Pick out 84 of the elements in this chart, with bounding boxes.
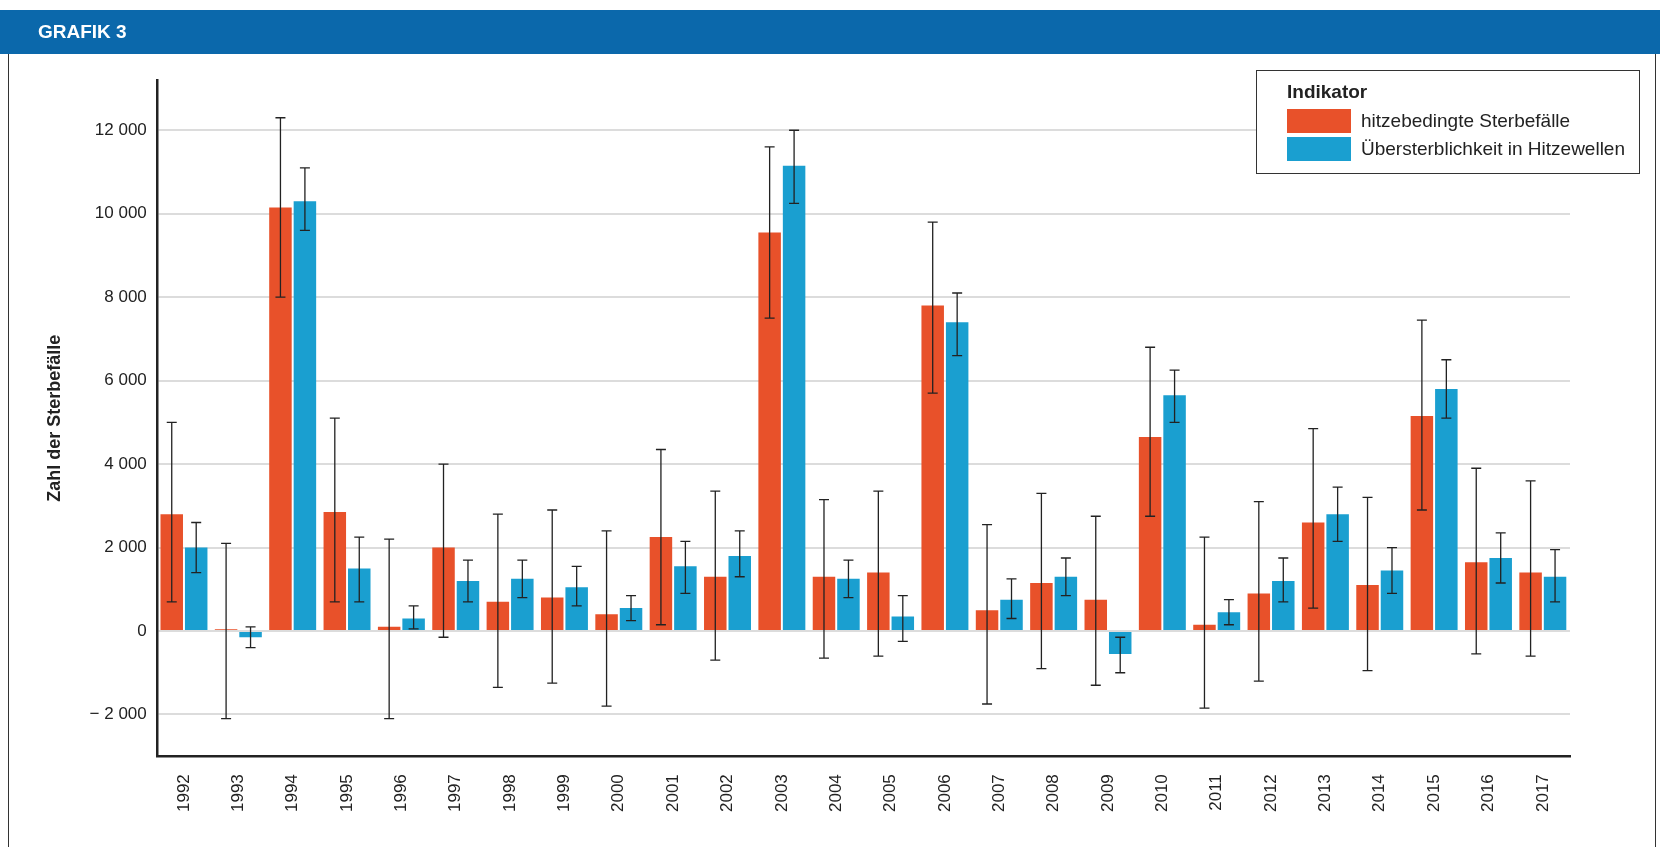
bar: [239, 632, 262, 638]
x-tick-label: 2011: [1206, 774, 1226, 811]
bar: [456, 580, 480, 630]
bar: [595, 614, 618, 630]
x-tick-label: 1997: [445, 774, 465, 813]
x-tick-label: 1995: [336, 774, 356, 813]
bar: [511, 578, 534, 630]
legend-label: hitzebedingte Sterbefälle: [1361, 110, 1571, 133]
bar: [1054, 576, 1078, 630]
bar: [1247, 593, 1271, 630]
x-tick-label: 2003: [771, 774, 791, 813]
bar: [565, 587, 588, 630]
x-tick-label: 2002: [717, 774, 737, 813]
bar: [323, 512, 347, 630]
bar: [1519, 572, 1542, 630]
bar: [269, 207, 292, 630]
y-tick-label: 2 000: [104, 537, 147, 557]
bar: [674, 566, 697, 630]
bar: [1380, 570, 1404, 630]
bar: [619, 608, 643, 630]
bar: [1000, 599, 1023, 630]
bar: [1163, 395, 1186, 630]
x-tick-label: 2000: [608, 774, 628, 813]
bar: [1084, 599, 1108, 630]
x-tick-label: 1992: [173, 774, 193, 813]
y-tick-label: 8 000: [104, 286, 147, 306]
bar: [348, 568, 371, 630]
bar: [1217, 612, 1241, 630]
bar: [1356, 585, 1379, 630]
bar: [758, 232, 781, 630]
bar: [1138, 436, 1162, 630]
bar: [293, 201, 317, 630]
bar: [867, 572, 890, 630]
x-tick-label: 1996: [391, 774, 411, 813]
legend-label: Übersterblichkeit in Hitzewellen: [1361, 138, 1625, 161]
x-tick-label: 2015: [1423, 774, 1443, 813]
bar: [1435, 388, 1458, 630]
bar: [1272, 580, 1295, 630]
x-tick-label: 2009: [1097, 774, 1117, 813]
x-tick-label: 1993: [228, 774, 248, 813]
x-tick-label: 2016: [1478, 774, 1498, 813]
bar: [1193, 624, 1216, 630]
y-tick-label: 12 000: [94, 119, 147, 139]
x-tick-label: 1999: [554, 774, 574, 813]
bar: [1326, 514, 1349, 630]
x-tick-label: 2008: [1043, 774, 1063, 813]
bar: [1543, 576, 1567, 630]
bar: [1464, 562, 1488, 630]
bar: [540, 597, 564, 630]
y-tick-label: − 2 000: [89, 704, 147, 724]
y-tick-label: 10 000: [94, 203, 147, 223]
bar: [1410, 416, 1434, 630]
x-tick-label: 2006: [934, 774, 954, 813]
x-tick-label: 2014: [1369, 774, 1389, 813]
bar: [184, 547, 208, 630]
y-tick-label: 6 000: [104, 370, 147, 390]
chart-title: GRAFIK 3: [0, 10, 1660, 54]
bar: [728, 555, 751, 630]
bar: [704, 576, 727, 630]
x-tick-label: 2007: [988, 774, 1008, 813]
bar: [891, 616, 915, 630]
bar: [945, 322, 969, 630]
bar: [1108, 632, 1132, 654]
x-tick-label: 2013: [1315, 774, 1335, 813]
bar: [1030, 583, 1053, 630]
x-tick-label: 2017: [1532, 774, 1552, 813]
x-tick-label: 2012: [1260, 774, 1280, 813]
bar: [837, 578, 860, 630]
bar: [1489, 557, 1512, 630]
bar: [921, 305, 944, 630]
x-tick-label: 2004: [825, 774, 845, 813]
x-tick-label: 2010: [1152, 774, 1172, 813]
x-tick-label: 1998: [499, 774, 519, 813]
legend-title: Indikator: [1287, 81, 1369, 104]
bar: [782, 165, 806, 630]
bar: [160, 514, 183, 630]
bar: [1301, 522, 1325, 630]
bar: [432, 547, 455, 630]
x-tick-label: 1994: [282, 774, 302, 813]
y-tick-label: 0: [137, 620, 147, 640]
y-tick-label: 4 000: [104, 453, 147, 473]
y-axis-title: Zahl der Sterbefälle: [43, 334, 64, 502]
x-tick-label: 2001: [662, 774, 682, 813]
x-tick-label: 2005: [880, 774, 900, 813]
